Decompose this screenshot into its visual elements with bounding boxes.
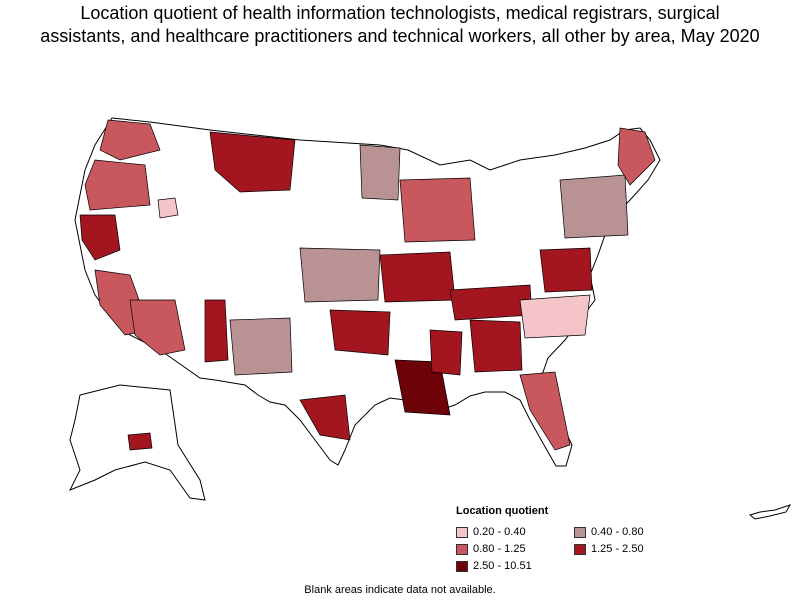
legend-label-2: 0.80 - 1.25 [473,543,526,555]
area-washington[interactable] [99,119,161,161]
area-virginia[interactable] [539,247,593,293]
area-texas-west[interactable] [299,394,351,441]
legend-item-2: 0.80 - 1.25 [456,542,566,556]
area-great-lakes[interactable] [399,177,476,243]
legend-item-3: 1.25 - 2.50 [574,542,684,556]
hawaii-outline[interactable] [748,504,792,520]
legend-item-0: 0.20 - 0.40 [456,525,566,539]
legend-swatch-2 [456,543,468,555]
legend-label-1: 0.40 - 0.80 [591,526,644,538]
legend-swatch-0 [456,526,468,538]
area-alabama-georgia[interactable] [469,319,523,373]
area-florida[interactable] [519,371,571,451]
area-kentucky-tennessee[interactable] [449,284,533,321]
area-arizona[interactable] [129,299,186,356]
area-minnesota[interactable] [359,144,401,201]
map-title: Location quotient of health information … [0,2,800,48]
area-regions [79,119,656,451]
legend-label-4: 2.50 - 10.51 [473,560,532,572]
map-title-line-1: Location quotient of health information … [80,3,720,23]
alaska-map [68,384,206,501]
map-legend: Location quotient 0.20 - 0.40 0.40 - 0.8… [456,505,696,573]
legend-label-3: 1.25 - 2.50 [591,543,644,555]
legend-title: Location quotient [456,505,549,517]
area-alaska-anchorage[interactable] [127,432,153,451]
area-idaho-light[interactable] [157,197,179,219]
legend-label-0: 0.20 - 0.40 [473,526,526,538]
legend-item-1: 0.40 - 0.80 [574,525,684,539]
conus-map [74,117,661,467]
legend-item-4: 2.50 - 10.51 [456,559,566,573]
area-northern-california[interactable] [79,214,121,261]
area-montana[interactable] [209,131,296,193]
area-maine[interactable] [617,127,656,186]
area-mississippi[interactable] [429,329,463,376]
area-carolinas[interactable] [519,294,591,339]
area-louisiana[interactable] [394,359,451,416]
legend-swatch-3 [574,543,586,555]
legend-swatch-1 [574,526,586,538]
area-south-new-mexico[interactable] [229,317,293,376]
legend-swatch-4 [456,560,468,572]
footnote: Blank areas indicate data not available. [304,584,496,596]
area-kansas[interactable] [299,247,381,303]
hawaii-map [748,504,792,520]
map-title-line-2: assistants, and healthcare practitioners… [40,26,760,46]
area-oklahoma[interactable] [329,309,391,356]
area-new-mexico[interactable] [204,299,229,363]
area-oregon[interactable] [84,159,151,211]
area-northeast[interactable] [559,174,629,239]
legend-items: 0.20 - 0.40 0.40 - 0.80 0.80 - 1.25 1.25… [456,525,696,573]
area-missouri-illinois[interactable] [379,251,456,303]
